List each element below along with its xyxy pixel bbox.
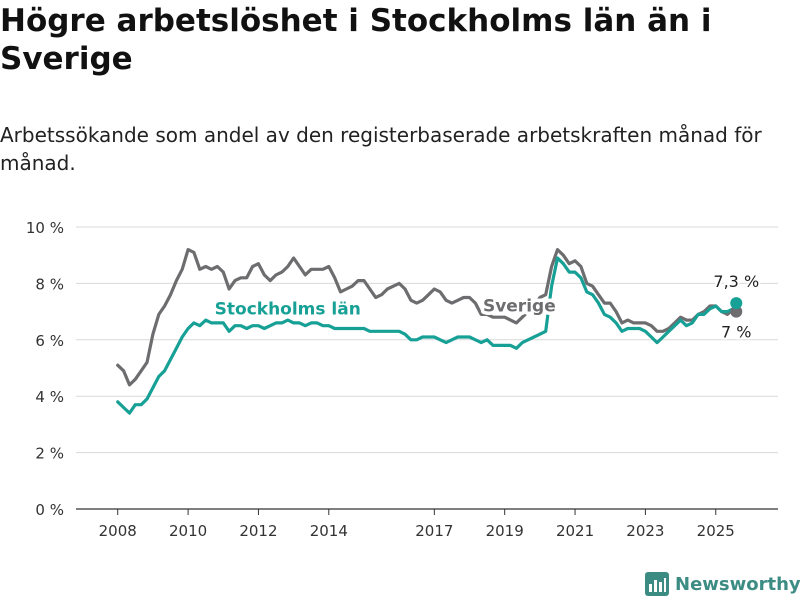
y-tick-label: 2 % (35, 445, 64, 463)
x-tick-label: 2021 (556, 522, 594, 540)
x-tick-label: 2019 (486, 522, 524, 540)
x-tick-label: 2010 (169, 522, 207, 540)
series-label-stockholms-l-n: Stockholms län (215, 299, 361, 319)
x-tick-label: 2014 (310, 522, 348, 540)
end-point-stockholms-l-n (730, 297, 743, 310)
series-line-stockholms-l-n (116, 256, 738, 415)
y-tick-label: 4 % (35, 388, 64, 406)
series-label-sverige: Sverige (483, 297, 556, 317)
end-point-sverige (730, 305, 743, 318)
end-value-label-sverige: 7 % (721, 323, 751, 342)
axes: 0 % 2 % 4 % 6 % 8 % 10 % 2008 2010 2012 2014 2017 2… (26, 219, 778, 540)
newsworthy-brand: Newsworthy (645, 570, 800, 598)
series-labels: Sverige Stockholms län 7 % 7,3 % (211, 270, 761, 343)
series-line-sverige (116, 248, 738, 387)
chart-title: Högre arbetslöshet i Stockholms län än i… (0, 3, 712, 77)
y-tick-label: 8 % (35, 275, 64, 293)
x-tick-label: 2008 (99, 522, 137, 540)
y-tick-label: 10 % (26, 219, 64, 237)
series-lines (116, 248, 738, 415)
x-tick-label: 2017 (415, 522, 453, 540)
brand-name: Newsworthy (675, 573, 800, 595)
x-tick-label: 2023 (626, 522, 664, 540)
y-tick-label: 0 % (35, 501, 64, 519)
x-tick-label: 2012 (239, 522, 277, 540)
y-tick-label: 6 % (35, 332, 64, 350)
chart-subtitle: Arbetssökande som andel av den registerb… (0, 123, 762, 175)
x-tick-label: 2025 (697, 522, 735, 540)
end-value-label-stockholms-l-n: 7,3 % (713, 272, 759, 291)
newsworthy-bar-chart-logo-icon (645, 572, 669, 596)
